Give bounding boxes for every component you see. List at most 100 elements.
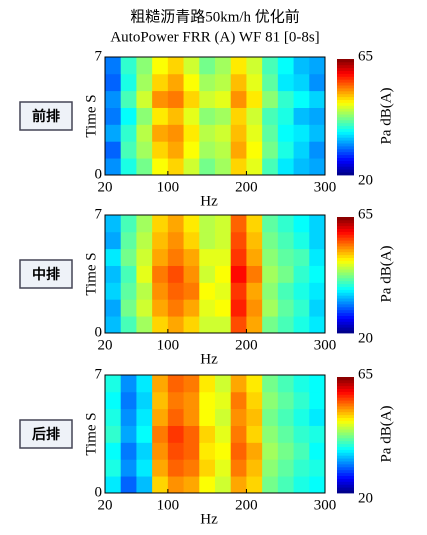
heatmap-cell <box>309 265 326 283</box>
heatmap-cell <box>120 391 137 410</box>
colorbar-segment <box>337 411 354 416</box>
heatmap-cell <box>183 375 200 393</box>
colorbar-segment <box>337 408 354 413</box>
colorbar-segment <box>337 143 354 147</box>
heatmap-cell <box>152 408 169 426</box>
heatmap-cell <box>230 425 247 443</box>
row-label-box <box>19 259 73 289</box>
heatmap-cell <box>277 57 294 75</box>
colorbar-label: Pa dB(A) <box>378 405 394 462</box>
heatmap-cell <box>309 231 326 250</box>
heatmap-cell <box>199 442 216 460</box>
colorbar-segment <box>337 437 354 442</box>
y-axis-label: Time S <box>83 94 99 137</box>
heatmap-cell <box>262 391 279 410</box>
heatmap-cell <box>105 158 122 176</box>
heatmap-cell <box>105 442 122 460</box>
colorbar-tick-label: 65 <box>358 48 373 64</box>
heatmap-cell <box>309 442 326 460</box>
colorbar-segment <box>337 440 354 445</box>
heatmap-cell <box>246 442 263 460</box>
heatmap-cell <box>309 391 326 410</box>
x-tick-label: 200 <box>235 497 258 513</box>
heatmap-cell <box>167 231 184 250</box>
heatmap-cell <box>167 316 184 334</box>
heatmap-cell <box>199 57 216 75</box>
colorbar-segment <box>337 312 354 316</box>
heatmap-cell <box>105 57 122 75</box>
colorbar-segment <box>337 102 354 106</box>
heatmap-cell <box>215 107 232 125</box>
heatmap-cell <box>120 265 137 283</box>
heatmap-cell <box>277 107 294 125</box>
heatmap-cell <box>105 476 122 494</box>
heatmap-cell <box>152 248 169 266</box>
heatmap-cell <box>293 408 310 426</box>
colorbar-segment <box>337 400 354 404</box>
colorbar-segment <box>337 243 354 247</box>
colorbar-segment <box>337 292 354 296</box>
colorbar-segment <box>337 417 354 421</box>
x-axis-label: Hz <box>200 511 218 527</box>
heatmap-cell <box>105 425 122 443</box>
heatmap-cell <box>167 375 184 393</box>
heatmap-cell <box>215 248 232 266</box>
heatmap-cell <box>215 265 232 283</box>
heatmap-cell <box>105 141 122 159</box>
colorbar-segment <box>337 231 354 235</box>
heatmap-cell <box>136 391 153 410</box>
heatmap-cell <box>277 442 294 460</box>
heatmap-cell <box>199 215 216 233</box>
heatmap-cell <box>199 459 216 477</box>
heatmap-cell <box>105 459 122 477</box>
heatmap-cell <box>183 124 200 142</box>
heatmap-cell <box>277 459 294 477</box>
colorbar-segment <box>337 111 354 115</box>
heatmap-cell <box>120 459 137 477</box>
x-tick-label: 20 <box>98 179 113 195</box>
heatmap-cell <box>262 408 279 426</box>
heatmap-cell <box>183 215 200 233</box>
colorbar-segment <box>337 219 354 224</box>
heatmap-cell <box>136 73 153 92</box>
heatmap-cell <box>246 408 263 426</box>
colorbar-segment <box>337 388 354 392</box>
heatmap-cell <box>215 158 232 176</box>
colorbar-segment <box>337 377 354 381</box>
colorbar-segment <box>337 475 354 479</box>
heatmap-cell <box>136 248 153 266</box>
colorbar-segment <box>337 146 354 150</box>
heatmap-cell <box>262 73 279 92</box>
heatmap-cell <box>120 107 137 125</box>
colorbar-segment <box>337 458 354 462</box>
heatmap-cell <box>136 299 153 317</box>
heatmap-cell <box>136 316 153 334</box>
heatmap-cell <box>152 73 169 92</box>
colorbar-segment <box>337 157 354 161</box>
heatmap-cell <box>262 425 279 443</box>
heatmap-cell <box>152 90 169 108</box>
colorbar-segment <box>337 160 354 164</box>
heatmap-cell <box>120 57 137 75</box>
y-axis-label: Time S <box>83 412 99 455</box>
heatmap-cell <box>183 408 200 426</box>
heatmap-cell <box>277 408 294 426</box>
heatmap-cell <box>262 141 279 159</box>
heatmap-cell <box>293 124 310 142</box>
heatmap-cell <box>277 316 294 334</box>
heatmap-cell <box>293 158 310 176</box>
heatmap-cell <box>309 215 326 233</box>
heatmap-cell <box>199 476 216 494</box>
heatmap-cell <box>246 375 263 393</box>
heatmap-cell <box>167 158 184 176</box>
colorbar-segment <box>337 423 354 427</box>
heatmap-cell <box>167 124 184 142</box>
heatmap-cell <box>105 282 122 300</box>
colorbar-segment <box>337 298 354 302</box>
y-tick-label: 7 <box>95 366 103 382</box>
heatmap-cell <box>293 231 310 250</box>
heatmap-cell <box>262 476 279 494</box>
colorbar-segment <box>337 426 354 430</box>
colorbar-segment <box>337 289 354 293</box>
